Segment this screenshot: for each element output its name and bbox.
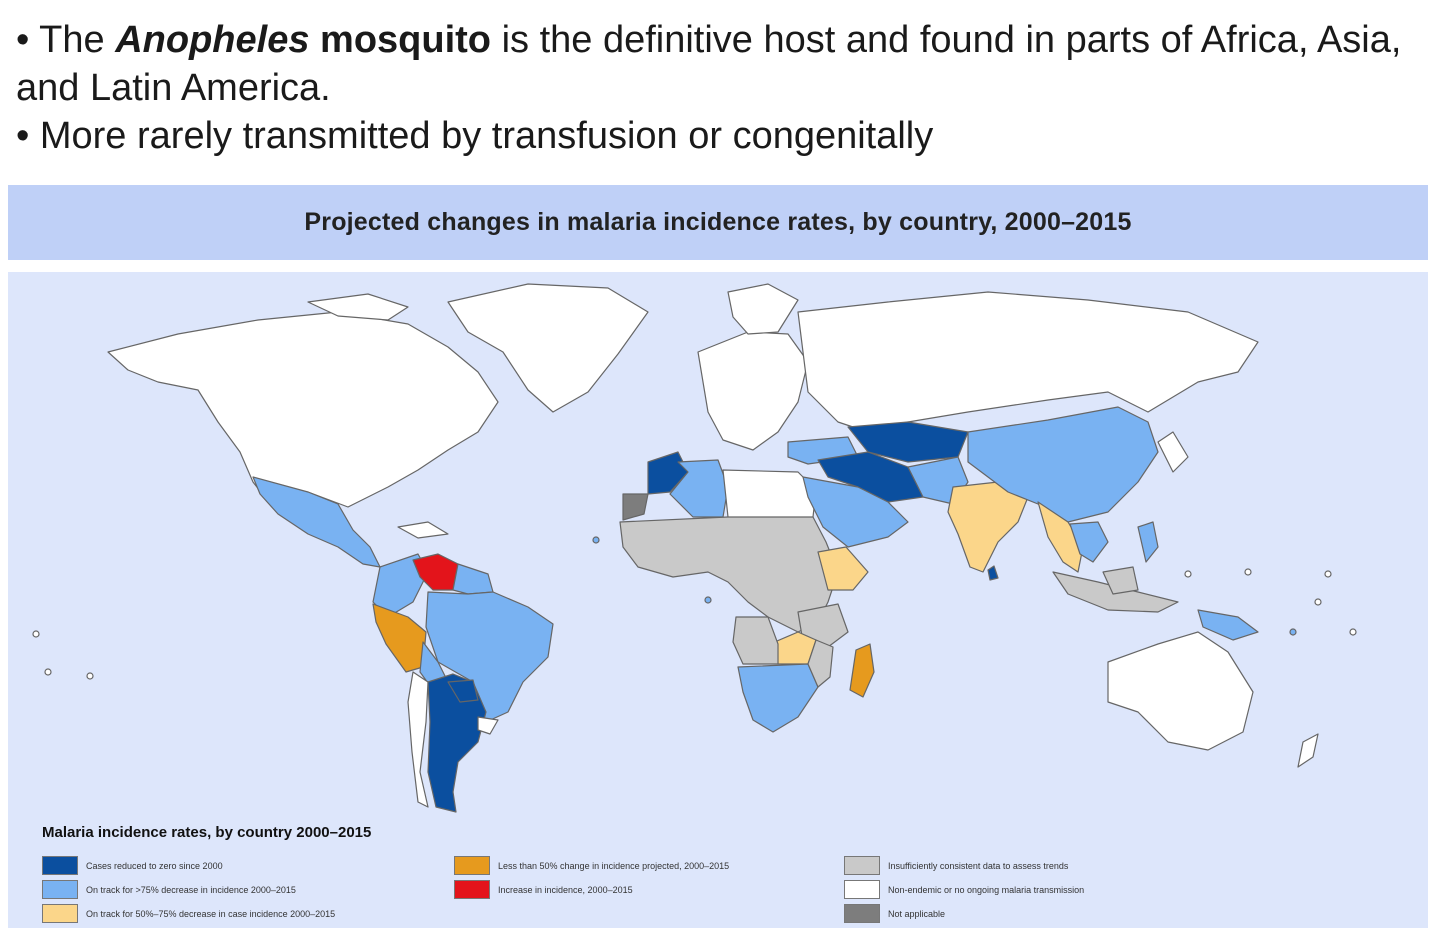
greenland [447,283,649,413]
legend-item-not-applicable: Not applicable [844,904,945,923]
island-8 [1349,628,1357,636]
legend-item-over75: On track for >75% decrease in incidence … [42,880,296,899]
papua [1197,609,1259,641]
west-sahara [622,493,649,521]
legend-label: On track for >75% decrease in incidence … [86,884,296,895]
indochina [1069,521,1109,563]
japan-korea [1157,431,1189,473]
legend-label: On track for 50%–75% decrease in case in… [86,908,336,919]
mozambique [807,639,834,688]
new-zealand [1297,733,1319,768]
island-7 [1289,628,1297,636]
legend-swatch [42,904,78,923]
legend-label: Not applicable [888,908,946,919]
bullet-text: • The Anopheles mosquito is the definiti… [16,16,1416,160]
legend-label: Non-endemic or no ongoing malaria transm… [888,884,1085,895]
map-title-banner: Projected changes in malaria incidence r… [8,185,1428,260]
paraguay [447,679,479,703]
uruguay [477,716,499,735]
world-map-svg [32,283,1357,813]
legend-label: Increase in incidence, 2000–2015 [498,884,633,895]
map-title: Projected changes in malaria incidence r… [304,208,1132,236]
island-2 [704,596,712,604]
legend-title: Malaria incidence rates, by country 2000… [42,824,372,841]
island-6 [1314,598,1322,606]
island-1 [592,536,600,544]
legend-swatch [42,880,78,899]
legend-label: Cases reduced to zero since 2000 [86,860,223,871]
legend-label: Insufficiently consistent data to assess… [888,860,1069,871]
iraq-iran [817,451,924,503]
philippines [1137,521,1159,563]
west-central-africa [619,516,839,633]
mexico [252,476,381,568]
legend-item-zero-cases: Cases reduced to zero since 2000 [42,856,223,875]
angola-region [732,616,779,665]
island-4 [1244,568,1252,576]
legend-item-non-endemic: Non-endemic or no ongoing malaria transm… [844,880,1084,899]
legend-swatch [844,880,880,899]
island-11 [86,672,94,680]
libya-egypt [722,469,817,521]
island-3 [1184,570,1192,578]
borneo [1102,566,1139,595]
bullet-rest: is the definitive host and found in part… [16,19,1402,109]
bullet-line-2: • More rarely transmitted by transfusion… [16,115,934,157]
bullet-prefix: • The [16,19,116,61]
genus-name: Anopheles [115,19,310,61]
peru [372,603,427,673]
chile [407,671,429,808]
australia [1107,631,1254,751]
caribbean [397,521,449,539]
arctic-islands [307,293,409,321]
legend-item-under50: Less than 50% change in incidence projec… [454,856,729,875]
algeria [669,459,729,518]
island-9 [32,630,40,638]
southeast-asia [1037,501,1084,573]
legend-swatch [844,904,880,923]
bullet-line-1: • The Anopheles mosquito is the definiti… [16,16,1416,112]
legend-swatch [454,856,490,875]
madagascar [849,643,875,698]
scandinavia [727,283,799,335]
legend-item-insufficient: Insufficiently consistent data to assess… [844,856,1068,875]
russia [797,291,1259,433]
arabia [802,476,909,548]
legend-label: Less than 50% change in incidence projec… [498,860,730,871]
europe [697,331,809,451]
world-map: Malaria incidence rates, by country 2000… [8,272,1428,928]
guianas [452,563,494,595]
ethiopia [817,546,869,591]
legend-item-increase: Increase in incidence, 2000–2015 [454,880,633,899]
legend-swatch [844,856,880,875]
legend-swatch [454,880,490,899]
china [967,406,1159,523]
mosquito-word: mosquito [309,19,492,61]
southern-africa [737,663,819,733]
legend-item-50-75: On track for 50%–75% decrease in case in… [42,904,335,923]
island-10 [44,668,52,676]
legend-swatch [42,856,78,875]
island-5 [1324,570,1332,578]
sri-lanka [987,565,999,581]
colombia-ecuador [372,553,429,618]
north-america [107,311,499,508]
